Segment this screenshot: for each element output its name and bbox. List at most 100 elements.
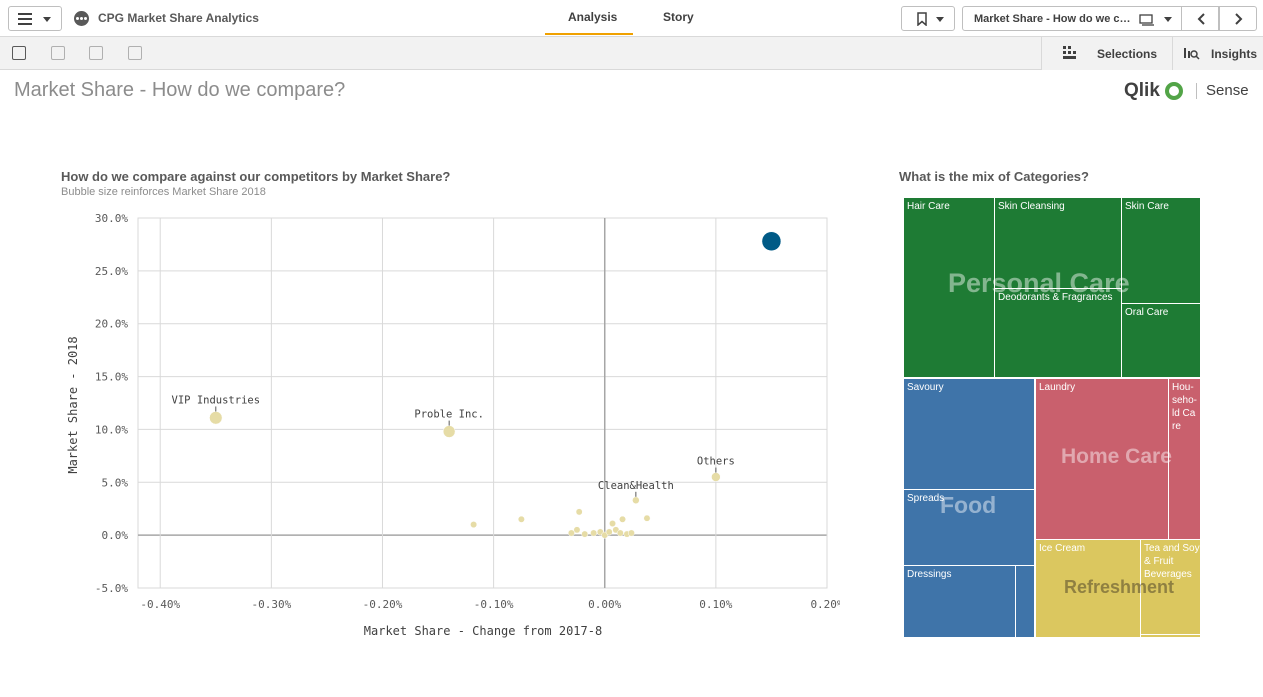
data-point[interactable]: [517, 515, 525, 523]
treemap-cell-savoury[interactable]: Savoury: [903, 378, 1035, 490]
data-point[interactable]: [616, 529, 624, 537]
y-tick-label: 20.0%: [95, 318, 128, 331]
treemap-cell-ice-cream[interactable]: Ice Cream: [1035, 539, 1141, 638]
treemap-group-label: Personal Care: [948, 268, 1130, 298]
chevron-down-icon: [43, 17, 51, 22]
treemap-cell-deodorants[interactable]: Deodorants & Fragrances: [994, 288, 1122, 378]
scatter-point-labels: VIP Industries Proble Inc. Others Clean&Hea…: [172, 394, 735, 497]
treemap-cell-food-other[interactable]: [1015, 565, 1035, 638]
data-point[interactable]: [609, 520, 616, 527]
treemap-label: Ice Cream: [1039, 543, 1086, 554]
y-tick-label: -5.0%: [95, 582, 128, 595]
point-label: Proble Inc.: [414, 409, 484, 421]
sheet-selector-label: Market Share - How do we compare?: [974, 13, 1134, 25]
treemap-label: Deodorants & Fragrances: [998, 292, 1113, 303]
x-tick-label: 0.00%: [588, 598, 621, 611]
treemap-cell-refreshment-other[interactable]: [1140, 634, 1201, 638]
treemap-cell-oral-care[interactable]: Oral Care: [1121, 303, 1201, 378]
y-tick-label: 30.0%: [95, 212, 128, 225]
logo-product: Sense: [1206, 82, 1249, 99]
data-point[interactable]: [575, 508, 583, 516]
y-tick-label: 15.0%: [95, 371, 128, 384]
global-menu-button[interactable]: [8, 6, 62, 31]
bookmark-icon: [917, 12, 927, 26]
y-tick-label: 5.0%: [102, 476, 129, 489]
treemap-cell-dressings[interactable]: Dressings: [903, 565, 1016, 638]
selections-area: Selections Insights: [1041, 37, 1263, 70]
step-back-icon[interactable]: [51, 46, 65, 60]
treemap-cell-hair-care[interactable]: Hair Care: [903, 197, 995, 378]
next-sheet-button[interactable]: [1219, 6, 1257, 31]
insights-icon[interactable]: [1184, 46, 1200, 60]
treemap-label: Oral Care: [1125, 307, 1169, 318]
active-tab-indicator: [545, 33, 633, 35]
selections-button[interactable]: Selections: [1097, 47, 1158, 61]
data-point[interactable]: [590, 529, 598, 537]
x-tick-label: -0.30%: [251, 598, 291, 611]
scatter-axes: 30.0% 25.0% 20.0% 15.0% 10.0% 5.0% 0.0% -5.0% -0…: [95, 212, 840, 611]
treemap-cell-spreads[interactable]: Spreads: [903, 489, 1035, 566]
y-tick-label: 10.0%: [95, 423, 128, 436]
y-tick-label: 25.0%: [95, 265, 128, 278]
selections-icon[interactable]: [1063, 46, 1077, 60]
y-axis-label: Market Share - 2018: [66, 336, 80, 473]
x-axis-label: Market Share - Change from 2017-8: [364, 624, 602, 638]
treemap-cell-tea-beverages[interactable]: Tea and Soy & Fruit Beverages: [1140, 539, 1201, 635]
data-point[interactable]: [581, 530, 589, 538]
treemap-cell-skin-cleansing[interactable]: Skin Cleansing: [994, 197, 1122, 289]
scatter-chart-subtitle: Bubble size reinforces Market Share 2018: [61, 186, 266, 198]
scatter-chart[interactable]: 30.0% 25.0% 20.0% 15.0% 10.0% 5.0% 0.0% -5.0% -0…: [0, 200, 840, 660]
scatter-grid: [137, 217, 828, 589]
treemap-label: Spreads: [907, 493, 945, 504]
previous-sheet-button[interactable]: [1181, 6, 1219, 31]
treemap-label: Skin Care: [1125, 201, 1169, 212]
clear-selections-icon[interactable]: [128, 46, 142, 60]
data-point[interactable]: [605, 528, 613, 536]
treemap-cell-skin-care[interactable]: Skin Care: [1121, 197, 1201, 304]
selection-toolbar: Selections Insights: [0, 37, 1263, 70]
treemap-label: Tea and Soy & Fruit Beverages: [1144, 543, 1200, 580]
sheet-selector[interactable]: Market Share - How do we compare?: [962, 6, 1182, 31]
logo-brand: Qlik: [1124, 80, 1160, 101]
treemap-label: Hou-seho-ld Care: [1172, 382, 1198, 432]
x-tick-label: -0.20%: [363, 598, 403, 611]
x-tick-label: 0.20%: [810, 598, 840, 611]
step-forward-icon[interactable]: [89, 46, 103, 60]
data-point[interactable]: [643, 514, 651, 522]
x-tick-label: 0.10%: [699, 598, 732, 611]
treemap-group-label: Refreshment: [1064, 577, 1175, 597]
treemap-cell-household-care[interactable]: Hou-seho-ld Care: [1168, 378, 1201, 540]
tab-analysis[interactable]: Analysis: [568, 10, 618, 24]
chevron-left-icon: [1197, 13, 1205, 25]
data-point[interactable]: [761, 231, 782, 252]
data-point[interactable]: [470, 521, 478, 529]
qlik-logo-icon: [1165, 82, 1183, 100]
data-point[interactable]: [627, 529, 635, 537]
x-tick-label: -0.10%: [474, 598, 514, 611]
treemap-label: Dressings: [907, 569, 952, 580]
data-point[interactable]: [711, 472, 721, 482]
treemap-group-label: Home Care: [1061, 445, 1172, 468]
category-treemap[interactable]: Hair Care Skin Cleansing Skin Care Deodo…: [903, 197, 1201, 638]
chevron-right-icon: [1235, 13, 1243, 25]
bookmarks-button[interactable]: [901, 6, 955, 31]
point-label: Clean&Health: [598, 480, 674, 492]
tab-story[interactable]: Story: [663, 10, 694, 24]
smart-search-icon[interactable]: [12, 46, 26, 60]
data-point[interactable]: [619, 515, 626, 523]
scatter-points[interactable]: [209, 231, 782, 539]
top-bar: CPG Market Share Analytics Analysis Stor…: [0, 0, 1263, 37]
data-point[interactable]: [573, 526, 581, 534]
logo-divider: [1196, 83, 1197, 99]
x-tick-label: -0.40%: [140, 598, 180, 611]
data-point[interactable]: [442, 425, 456, 438]
data-point[interactable]: [209, 411, 223, 425]
data-point[interactable]: [632, 496, 640, 504]
hamburger-icon: [18, 13, 32, 25]
sheet-title: Market Share - How do we compare?: [14, 79, 346, 101]
insights-button[interactable]: Insights: [1211, 47, 1258, 61]
scatter-chart-title: How do we compare against our competitor…: [61, 169, 451, 184]
treemap-title: What is the mix of Categories?: [899, 169, 1089, 184]
data-point[interactable]: [567, 529, 575, 537]
toolbar-divider: [1172, 37, 1173, 70]
